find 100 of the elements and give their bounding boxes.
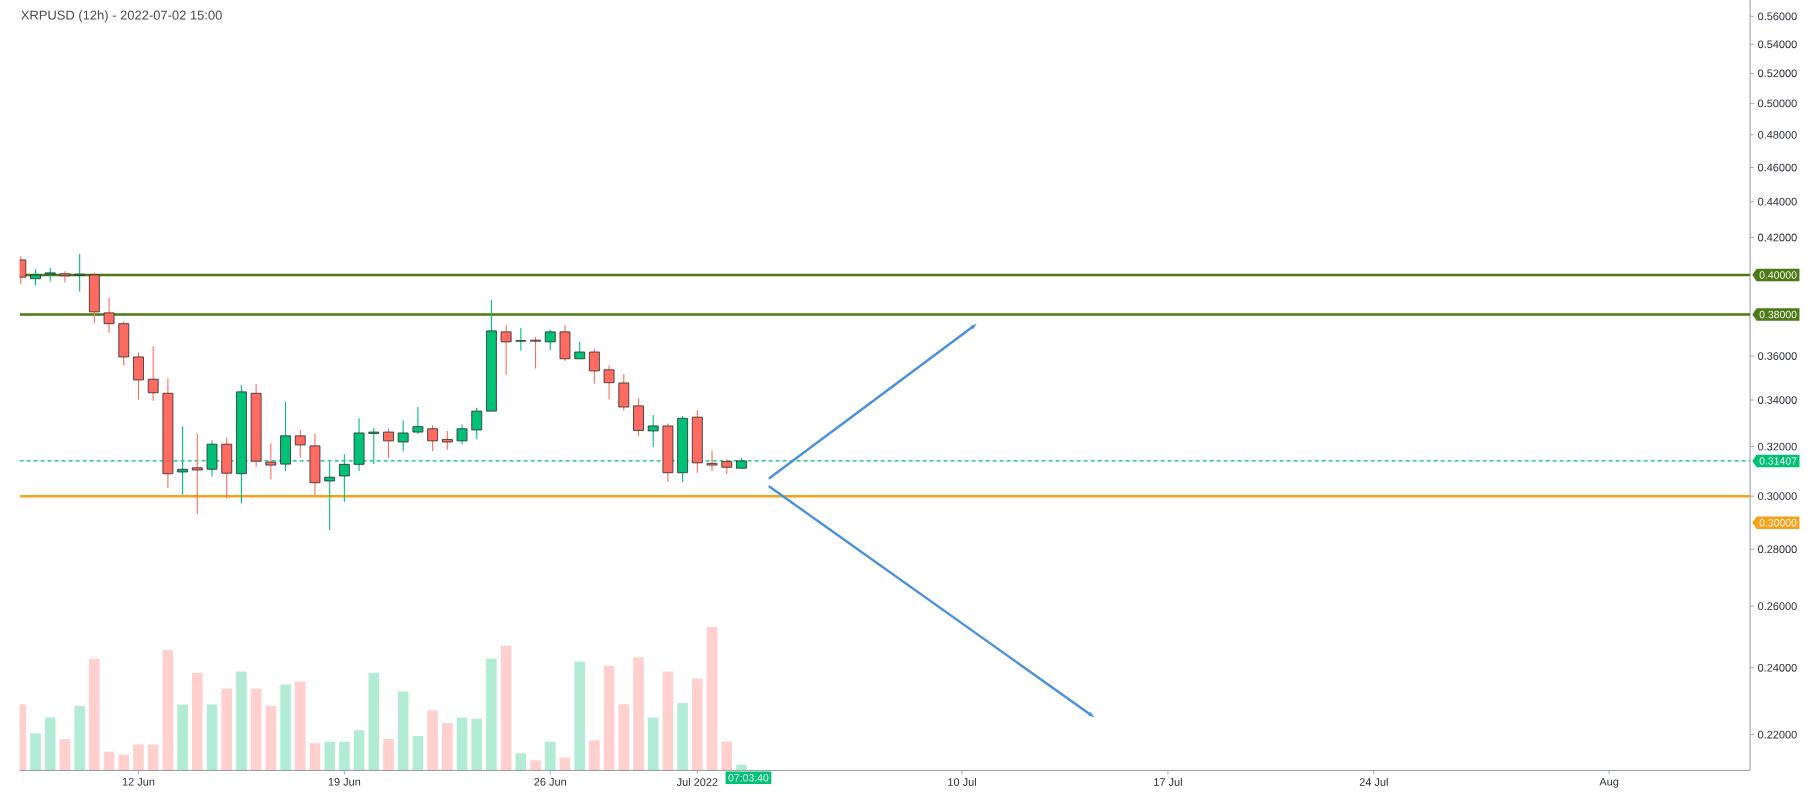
bar [633, 657, 644, 771]
bar [677, 703, 688, 771]
x-tick-label: 10 Jul [948, 777, 976, 786]
candlestick [500, 324, 512, 376]
text: XRPUSD (12h) - 2022-07-02 15:00 [21, 10, 222, 23]
candlestick [515, 327, 527, 352]
y-tick-label: 0.30000 [1758, 492, 1797, 501]
ref-line-label: 0.31407 [1759, 457, 1797, 465]
bar [74, 705, 85, 771]
bar [662, 671, 674, 771]
bar [280, 684, 291, 771]
candlestick [133, 351, 144, 401]
x-tick-label: Jul 2022 [676, 777, 718, 786]
bar [44, 717, 56, 771]
bar [530, 760, 541, 771]
bar [647, 717, 659, 771]
bar [59, 738, 71, 771]
y-tick-label: 0.52000 [1758, 69, 1797, 78]
bar [603, 665, 615, 771]
candlestick [147, 345, 159, 402]
candlestick [706, 449, 718, 472]
candlestick [412, 406, 424, 435]
candlestick [265, 442, 277, 480]
ref-line-label: 0.38000 [1759, 310, 1797, 319]
candlestick [397, 419, 409, 452]
bar [721, 741, 733, 771]
bar [236, 671, 247, 771]
y-tick-label: 0.54000 [1758, 40, 1797, 49]
bar [515, 753, 527, 771]
candlestick [191, 432, 203, 515]
bar [544, 741, 556, 771]
bar [177, 704, 188, 771]
candlestick [471, 407, 483, 440]
y-tick-label: 0.46000 [1758, 163, 1797, 172]
bar [89, 658, 100, 771]
y-tick-label: 0.48000 [1758, 130, 1797, 139]
y-tick-label: 0.50000 [1758, 99, 1797, 108]
bar [250, 688, 262, 771]
candlestick [427, 424, 439, 452]
candlestick [103, 297, 115, 334]
bar [427, 710, 438, 771]
bar [692, 678, 703, 771]
bar [192, 672, 203, 771]
bar [324, 741, 335, 771]
x-tick-label: 26 Jun [534, 777, 566, 786]
y-tick-label: 0.22000 [1758, 730, 1797, 739]
bar [294, 681, 306, 771]
bar [618, 704, 630, 771]
bar [500, 645, 512, 771]
candlestick [383, 428, 394, 459]
bar [706, 627, 718, 771]
y-tick-label: 0.36000 [1758, 352, 1797, 360]
y-tick-label: 0.28000 [1758, 545, 1797, 554]
bar [397, 691, 409, 771]
bar [339, 741, 350, 771]
bar [265, 705, 277, 771]
candlestick [59, 270, 71, 284]
y-tick-label: 0.56000 [1758, 12, 1797, 21]
bar [221, 688, 233, 771]
y-tick-label: 0.32000 [1758, 442, 1797, 451]
bar [353, 730, 365, 771]
y-tick-label: 0.34000 [1758, 396, 1797, 404]
x-tick-label: 17 Jul [1154, 777, 1182, 786]
bar [206, 704, 218, 771]
bar [589, 740, 600, 771]
x-tick-label: Aug [1599, 777, 1619, 788]
bar [456, 717, 468, 771]
candlestick [544, 329, 556, 351]
bar [368, 672, 380, 771]
text: 07:03:40 [728, 774, 769, 782]
bar [147, 744, 159, 771]
bar [736, 764, 747, 771]
ref-line-label: 0.40000 [1759, 271, 1797, 279]
x-tick-label: 12 Jun [122, 777, 155, 786]
bar [383, 738, 394, 771]
y-tick-label: 0.44000 [1758, 197, 1797, 206]
candlestick [74, 253, 86, 293]
candlestick [588, 348, 600, 385]
bar [118, 754, 130, 771]
candlestick [441, 430, 453, 451]
y-tick-label: 0.42000 [1758, 233, 1797, 242]
bar [309, 743, 321, 771]
bar [162, 650, 174, 771]
x-tick-label: 24 Jul [1359, 777, 1388, 786]
bar [471, 718, 483, 771]
bar [30, 733, 41, 771]
bar [486, 658, 497, 771]
bar [442, 723, 453, 771]
y-tick-label: 0.26000 [1758, 602, 1797, 611]
y-tick-label: 0.24000 [1758, 663, 1797, 672]
x-tick-label: 19 Jun [328, 777, 361, 786]
candlestick [603, 364, 615, 401]
candlestick [530, 336, 541, 370]
candlestick [456, 424, 468, 445]
bar [412, 736, 424, 771]
candlestick [647, 414, 659, 448]
bar [574, 661, 585, 771]
bar [133, 744, 144, 771]
candlestick [294, 429, 306, 459]
bar [103, 751, 115, 771]
